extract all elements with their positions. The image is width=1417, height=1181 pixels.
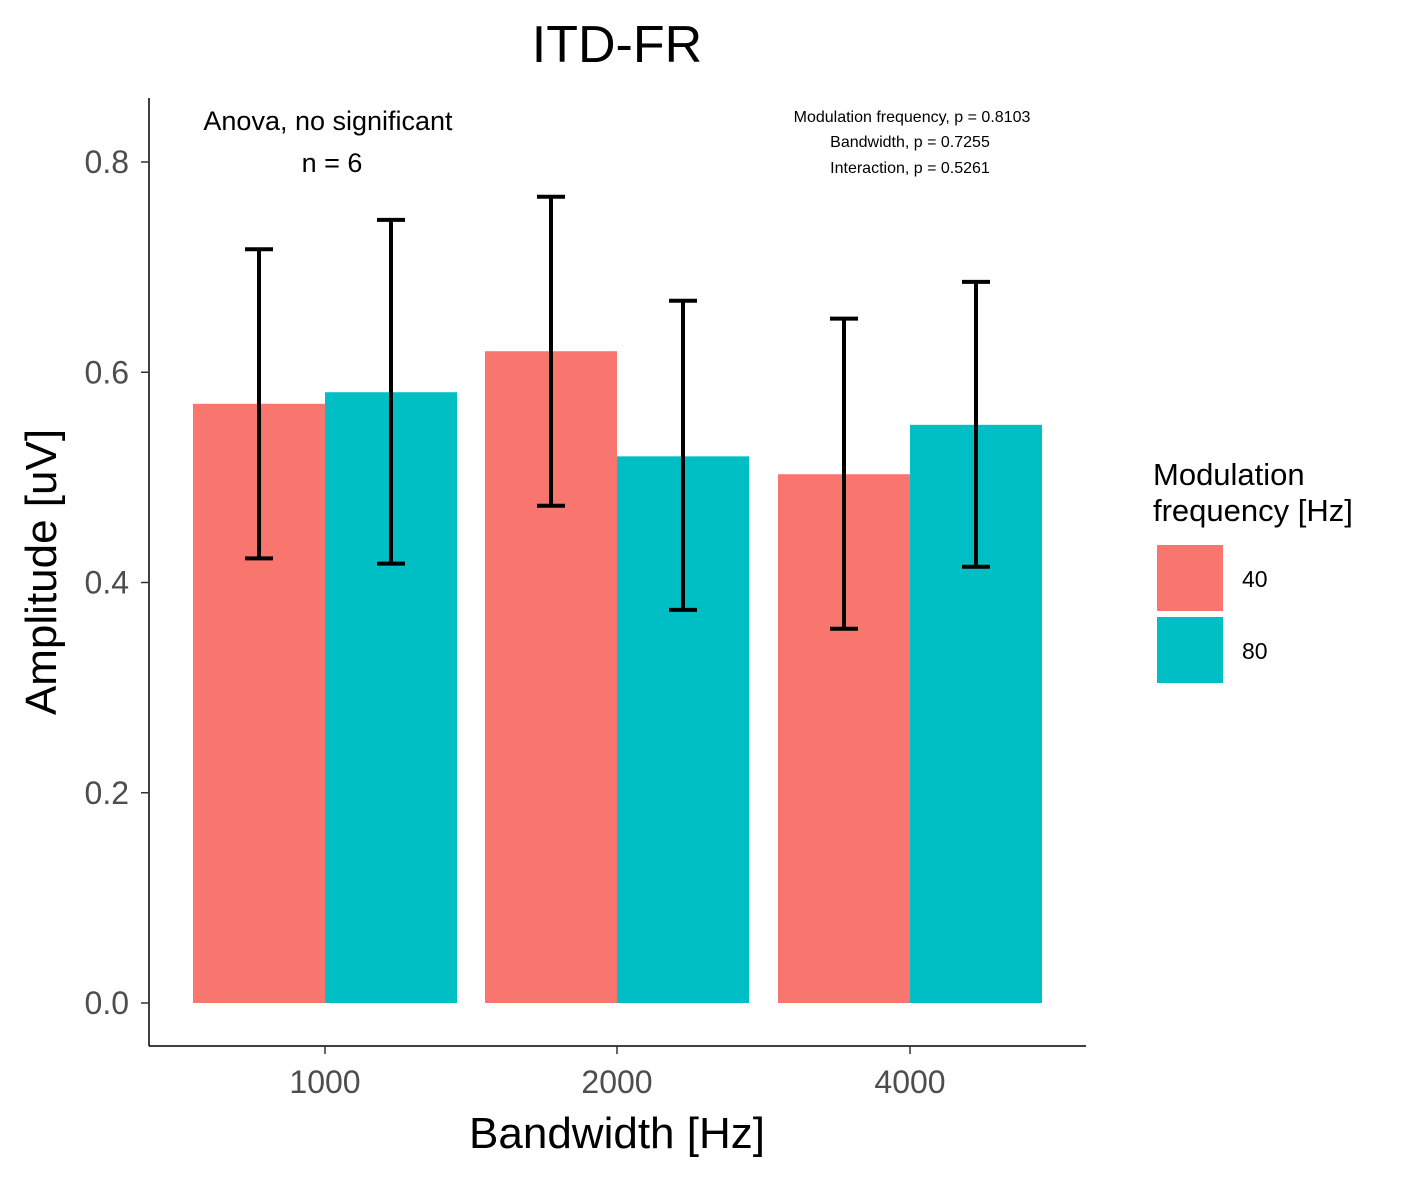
error-bar-4000-40 xyxy=(830,316,858,631)
y-tick-label: 0.8 xyxy=(85,144,129,180)
legend-label: 80 xyxy=(1242,638,1268,664)
legend-key xyxy=(1157,617,1223,683)
x-tick-label: 4000 xyxy=(874,1064,945,1100)
x-tick-label: 1000 xyxy=(289,1064,360,1100)
stat-bandwidth: Bandwidth, p = 0.7255 xyxy=(830,134,990,151)
error-bar-2000-40 xyxy=(537,194,565,508)
legend-items: 40 80 xyxy=(1157,545,1268,683)
y-tick-label: 0.0 xyxy=(85,985,129,1021)
legend-key xyxy=(1157,545,1223,611)
error-bars-layer xyxy=(245,194,990,631)
error-bar-1000-80 xyxy=(377,217,405,566)
x-ticks: 1000 2000 4000 xyxy=(289,1046,946,1100)
y-ticks: 0.0 0.2 0.4 0.6 0.8 xyxy=(85,144,149,1021)
error-bar-1000-40 xyxy=(245,247,273,561)
chart-title: ITD-FR xyxy=(532,16,702,74)
bars-layer xyxy=(193,351,1042,1004)
stat-modulation-frequency: Modulation frequency, p = 0.8103 xyxy=(794,109,1031,126)
y-tick-label: 0.2 xyxy=(85,775,129,811)
error-bar-4000-80 xyxy=(962,279,990,569)
legend-item-80: 80 xyxy=(1157,617,1268,683)
anova-annotation: Anova, no significant xyxy=(203,106,453,136)
legend-title-line-2: frequency [Hz] xyxy=(1153,493,1353,528)
x-axis-title: Bandwidth [Hz] xyxy=(469,1109,765,1158)
n-annotation: n = 6 xyxy=(302,148,363,178)
y-tick-label: 0.6 xyxy=(85,354,129,390)
x-tick-label: 2000 xyxy=(581,1064,652,1100)
stat-interaction: Interaction, p = 0.5261 xyxy=(830,160,990,177)
legend-item-40: 40 xyxy=(1157,545,1268,611)
y-axis-title: Amplitude [uV] xyxy=(17,429,66,715)
error-bar-2000-80 xyxy=(669,298,697,612)
legend-label: 40 xyxy=(1242,566,1268,592)
legend-title-line-1: Modulation xyxy=(1153,457,1305,492)
y-tick-label: 0.4 xyxy=(85,565,129,601)
legend: Modulation frequency [Hz] 40 80 xyxy=(1153,457,1353,683)
